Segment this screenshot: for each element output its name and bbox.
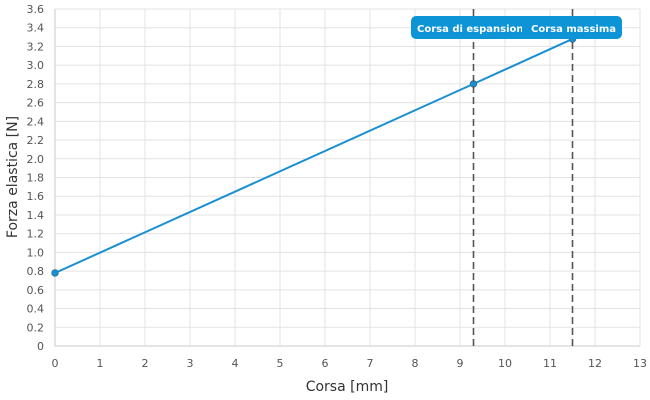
y-tick-label: 0.2 (27, 321, 45, 334)
y-tick-label: 1.0 (27, 246, 45, 259)
y-tick-label: 0 (37, 340, 44, 353)
x-tick-label: 8 (412, 357, 419, 370)
x-tick-label: 13 (633, 357, 647, 370)
y-tick-label: 2.0 (27, 153, 45, 166)
x-tick-label: 1 (97, 357, 104, 370)
x-tick-label: 12 (588, 357, 602, 370)
axes: 0 0.2 0.4 0.6 0.8 1.0 1.2 1.4 1.6 1.8 2.0 2.2 2.4 2.6… (27, 3, 648, 370)
y-tick-label: 2.4 (27, 115, 45, 128)
grid (54, 8, 641, 347)
x-tick-label: 10 (498, 357, 512, 370)
annotation-label: Corsa di espansione (417, 24, 531, 35)
x-tick-label: 6 (322, 357, 329, 370)
y-tick-label: 0.6 (27, 284, 45, 297)
annotation-label: Corsa massima (531, 24, 616, 35)
x-tick-label: 3 (187, 357, 194, 370)
y-tick-label: 1.2 (27, 228, 45, 241)
y-tick-label: 0.8 (27, 265, 45, 278)
y-tick-label: 3.6 (27, 3, 45, 16)
annotation-label-box (411, 16, 622, 39)
y-tick-label: 1.8 (27, 172, 45, 185)
x-tick-label: 7 (367, 357, 374, 370)
x-tick-label: 2 (142, 357, 149, 370)
annotations: Corsa di espansione Corsa massima (411, 9, 622, 346)
y-tick-label: 2.8 (27, 78, 45, 91)
x-tick-label: 11 (543, 357, 557, 370)
y-tick-label: 3.4 (27, 22, 45, 35)
x-tick-label: 5 (277, 357, 284, 370)
x-tick-label: 9 (457, 357, 464, 370)
y-axis-title: Forza elastica [N] (5, 116, 21, 238)
y-tick-label: 2.6 (27, 97, 45, 110)
x-tick-label: 0 (52, 357, 59, 370)
series (51, 35, 577, 277)
y-tick-label: 1.4 (27, 209, 45, 222)
data-point (51, 269, 59, 277)
y-tick-label: 3.0 (27, 59, 45, 72)
y-tick-label: 1.6 (27, 190, 45, 203)
x-axis-title: Corsa [mm] (306, 379, 389, 395)
y-tick-label: 0.4 (27, 303, 45, 316)
y-tick-label: 3.2 (27, 40, 45, 53)
x-tick-label: 4 (232, 357, 239, 370)
series-line (54, 38, 573, 274)
y-tick-label: 2.2 (27, 134, 45, 147)
